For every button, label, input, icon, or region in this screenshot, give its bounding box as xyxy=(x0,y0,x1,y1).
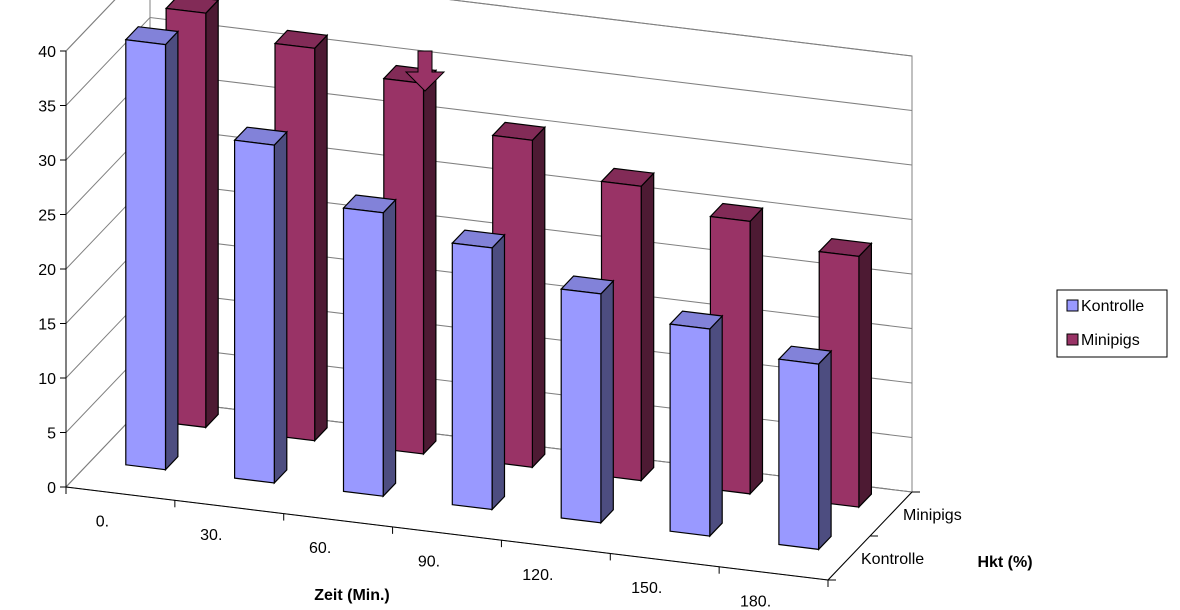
y-tick-label: 25 xyxy=(38,208,56,225)
x-tick-label: 30. xyxy=(200,527,222,544)
y-tick-label: 20 xyxy=(38,262,56,279)
bar-kontrolle-120 xyxy=(559,275,615,525)
y-axis: 0 5 10 15 20 25 30 35 40 xyxy=(38,44,67,497)
bar-kontrolle-30 xyxy=(233,126,289,485)
y-tick-label: 15 xyxy=(38,317,56,334)
depth-axis: Kontrolle Minipigs xyxy=(827,491,962,581)
bar-kontrolle-90 xyxy=(451,229,506,511)
depth-tick-label: Kontrolle xyxy=(861,551,924,568)
bar-kontrolle-60 xyxy=(342,194,397,498)
bar-kontrolle-150 xyxy=(668,310,724,538)
y-tick-label: 40 xyxy=(38,44,56,61)
legend-swatch-kontrolle xyxy=(1066,299,1079,312)
x-tick-label: 90. xyxy=(418,554,440,571)
legend-swatch-minipigs xyxy=(1066,333,1079,346)
y-tick-label: 0 xyxy=(47,480,56,497)
x-tick-label: 60. xyxy=(309,540,331,557)
x-axis-line xyxy=(65,486,829,581)
y-tick-label: 5 xyxy=(47,426,56,443)
y-tick-label: 35 xyxy=(38,99,56,116)
series-kontrolle-bars xyxy=(124,26,833,551)
gridline xyxy=(65,16,913,111)
x-tick-label: 150. xyxy=(631,580,662,597)
legend-label-minipigs: Minipigs xyxy=(1081,332,1140,349)
down-arrow-marker xyxy=(404,50,446,92)
x-tick-label: 180. xyxy=(740,593,771,610)
legend-label-kontrolle: Kontrolle xyxy=(1081,298,1144,315)
x-axis: 0. 30. 60. 90. 120. 150. 180. xyxy=(65,486,829,610)
bar-kontrolle-180 xyxy=(777,345,833,551)
depth-tick-label: Minipigs xyxy=(903,507,962,524)
gridline xyxy=(65,0,913,57)
bar-kontrolle-0 xyxy=(124,26,180,472)
legend: Kontrolle Minipigs xyxy=(1056,289,1168,358)
x-axis-title: Zeit (Min.) xyxy=(314,587,390,604)
y-tick-label: 10 xyxy=(38,371,56,388)
depth-axis-title: Hkt (%) xyxy=(977,554,1032,571)
x-tick-label: 0. xyxy=(96,514,109,531)
x-tick-label: 120. xyxy=(522,567,553,584)
y-tick-label: 30 xyxy=(38,153,56,170)
